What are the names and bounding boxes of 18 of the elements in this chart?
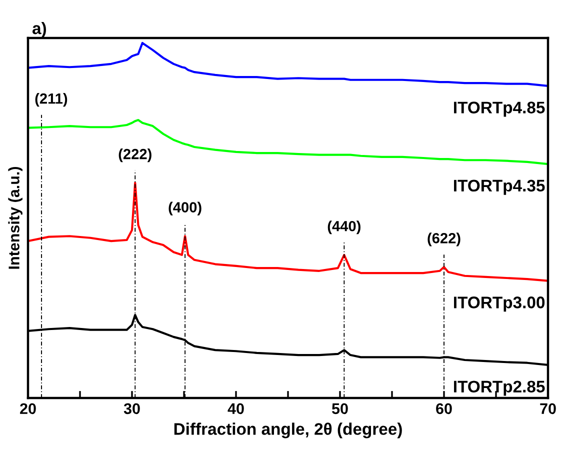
x-tick-label: 40	[228, 403, 244, 414]
x-tick-label: 20	[20, 403, 36, 414]
series-label: ITORTp3.00	[454, 296, 545, 312]
x-tick-label: 60	[436, 403, 452, 414]
x-tick-label: 30	[124, 403, 140, 414]
x-axis-title: Diffraction angle, 2θ (degree)	[174, 422, 402, 438]
annotation: (440)	[328, 220, 360, 234]
annotation: (222)	[118, 148, 152, 162]
x-tick-label: 50	[332, 403, 348, 414]
annotation: (400)	[168, 202, 202, 216]
annotation: (211)	[35, 93, 68, 107]
chart-title: a)	[32, 22, 46, 38]
series-label: ITORTp2.85	[454, 380, 545, 396]
series-label: ITORTp4.85	[454, 102, 545, 117]
x-tick-label: 70	[540, 403, 556, 414]
annotation: (622)	[428, 232, 460, 246]
y-axis-title: Intensity (a.u.)	[8, 166, 22, 269]
series-label: ITORTp4.35	[454, 180, 545, 195]
